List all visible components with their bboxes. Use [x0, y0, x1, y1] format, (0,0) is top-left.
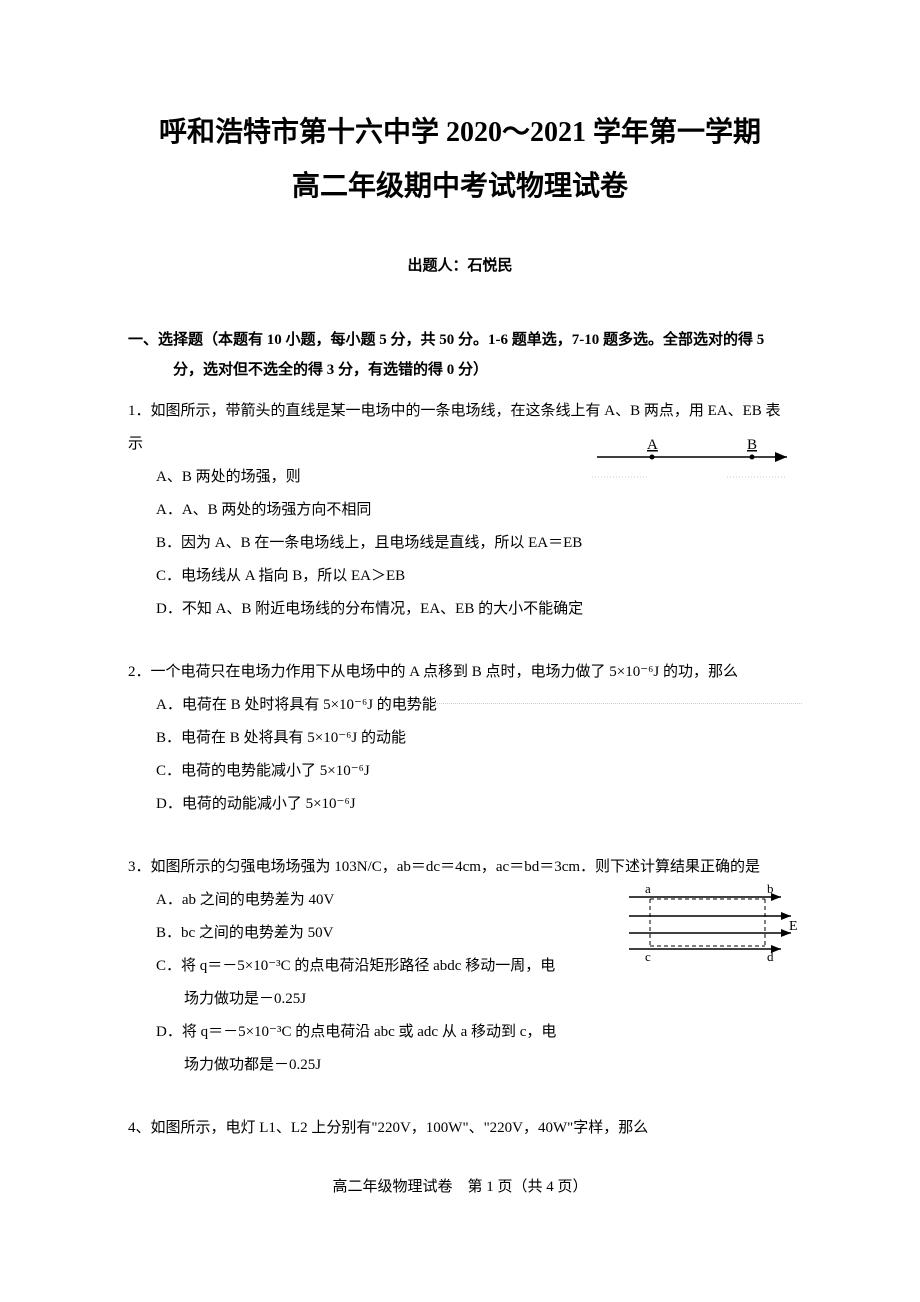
figure-3: a b c d E	[617, 881, 802, 976]
q2-optC: C．电荷的电势能减小了 5×10⁻⁶J	[128, 755, 792, 788]
section-header: 一、选择题（本题有 10 小题，每小题 5 分，共 50 分。1-6 题单选，7…	[128, 325, 792, 385]
q1-optB: B．因为 A、B 在一条电场线上，且电场线是直线，所以 EA＝EB	[128, 527, 792, 560]
question-1: A B 1．如图所示，带箭头的直线是某一电场中的一条电场线，在这条线上有 A、B…	[128, 395, 792, 626]
question-3: a b c d E 3．如图所示的匀强电场场强为 103N/C，ab＝dc＝4c…	[128, 851, 792, 1082]
q3-optD1: D．将 q＝－5×10⁻³C 的点电荷沿 abc 或 adc 从 a 移动到 c…	[128, 1016, 792, 1049]
svg-text:E: E	[789, 919, 798, 934]
q2-optA: A．电荷在 B 处时将具有 5×10⁻⁶J 的电势能	[128, 689, 792, 722]
question-2: 2．一个电荷只在电场力作用下从电场中的 A 点移到 B 点时，电场力做了 5×1…	[128, 656, 792, 821]
section-line1: 一、选择题（本题有 10 小题，每小题 5 分，共 50 分。1-6 题单选，7…	[128, 325, 792, 355]
q1-optC: C．电场线从 A 指向 B，所以 EA＞EB	[128, 560, 792, 593]
dotted-line	[412, 703, 802, 704]
q2-optD: D．电荷的动能减小了 5×10⁻⁶J	[128, 788, 792, 821]
q3-optD2: 场力做功都是－0.25J	[128, 1049, 792, 1082]
q2-stem: 2．一个电荷只在电场力作用下从电场中的 A 点移到 B 点时，电场力做了 5×1…	[128, 656, 792, 689]
svg-text:c: c	[645, 949, 651, 963]
title-main: 呼和浩特市第十六中学 2020～2021 学年第一学期	[128, 110, 792, 150]
q2-optB: B．电荷在 B 处将具有 5×10⁻⁶J 的动能	[128, 722, 792, 755]
q3-optC2: 场力做功是－0.25J	[128, 983, 792, 1016]
svg-text:a: a	[645, 881, 651, 896]
q3-stem: 3．如图所示的匀强电场场强为 103N/C，ab＝dc＝4cm，ac＝bd＝3c…	[128, 851, 792, 884]
q1-optA: A．A、B 两处的场强方向不相同	[128, 494, 792, 527]
section-line2: 分，选对但不选全的得 3 分，有选错的得 0 分）	[128, 355, 792, 385]
page-footer: 高二年级物理试卷 第 1 页（共 4 页）	[128, 1175, 792, 1196]
title-sub: 高二年级期中考试物理试卷	[128, 164, 792, 204]
svg-text:A: A	[647, 437, 658, 453]
figure-1: A B	[592, 435, 802, 498]
svg-text:B: B	[747, 437, 757, 453]
question-4: 4、如图所示，电灯 L1、L2 上分别有"220V，100W"、"220V，40…	[128, 1112, 792, 1145]
q4-stem: 4、如图所示，电灯 L1、L2 上分别有"220V，100W"、"220V，40…	[128, 1112, 792, 1145]
author: 出题人：石悦民	[128, 254, 792, 275]
q1-optD: D．不知 A、B 附近电场线的分布情况，EA、EB 的大小不能确定	[128, 593, 792, 626]
